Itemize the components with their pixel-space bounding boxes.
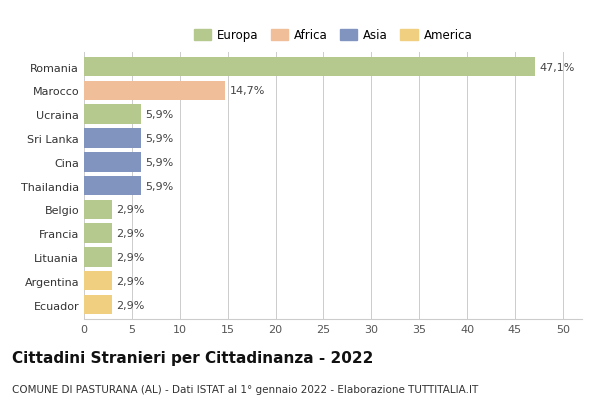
- Bar: [84, 153, 140, 172]
- Text: 14,7%: 14,7%: [230, 86, 265, 96]
- Text: 47,1%: 47,1%: [540, 63, 575, 72]
- Bar: [84, 58, 535, 77]
- Bar: [84, 271, 112, 291]
- Bar: [84, 200, 112, 220]
- Text: 2,9%: 2,9%: [116, 205, 145, 215]
- Bar: [84, 295, 112, 315]
- Bar: [84, 129, 140, 148]
- Text: 2,9%: 2,9%: [116, 300, 145, 310]
- Bar: [84, 105, 140, 125]
- Text: 5,9%: 5,9%: [145, 134, 173, 144]
- Bar: [84, 176, 140, 196]
- Text: COMUNE DI PASTURANA (AL) - Dati ISTAT al 1° gennaio 2022 - Elaborazione TUTTITAL: COMUNE DI PASTURANA (AL) - Dati ISTAT al…: [12, 384, 478, 394]
- Text: 2,9%: 2,9%: [116, 252, 145, 262]
- Bar: [84, 81, 225, 101]
- Bar: [84, 247, 112, 267]
- Legend: Europa, Africa, Asia, America: Europa, Africa, Asia, America: [191, 27, 475, 45]
- Text: 5,9%: 5,9%: [145, 157, 173, 167]
- Text: 5,9%: 5,9%: [145, 110, 173, 120]
- Text: 2,9%: 2,9%: [116, 276, 145, 286]
- Bar: [84, 224, 112, 243]
- Text: 5,9%: 5,9%: [145, 181, 173, 191]
- Text: Cittadini Stranieri per Cittadinanza - 2022: Cittadini Stranieri per Cittadinanza - 2…: [12, 350, 373, 365]
- Text: 2,9%: 2,9%: [116, 229, 145, 238]
